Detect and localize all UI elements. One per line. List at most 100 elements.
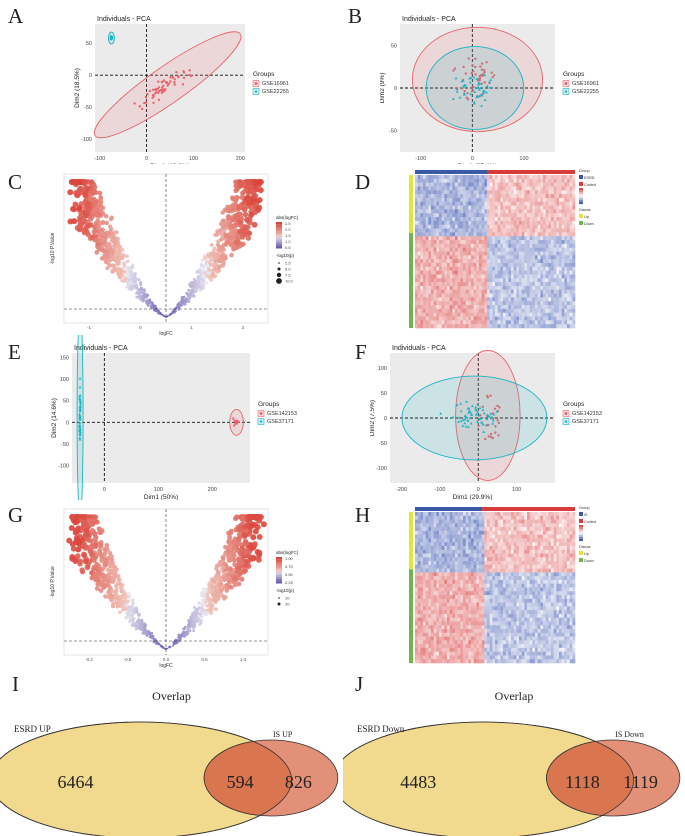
heatmap-cell xyxy=(465,308,469,313)
heatmap-cell xyxy=(452,320,456,325)
heatmap-cell xyxy=(551,308,554,313)
heatmap-cell xyxy=(447,320,450,325)
heatmap-cell xyxy=(447,324,450,329)
heatmap-cell xyxy=(417,308,421,313)
heatmap-cell xyxy=(497,301,501,306)
heatmap-cell xyxy=(553,186,557,191)
heatmap-cell xyxy=(457,182,461,187)
gene-point xyxy=(221,573,226,578)
data-point-gse37171 xyxy=(78,407,82,410)
heatmap-cell xyxy=(540,247,544,252)
gene-point xyxy=(98,208,104,214)
heatmap-cell xyxy=(556,308,560,313)
heatmap-cell xyxy=(511,175,514,180)
heatmap-cell xyxy=(455,255,458,260)
heatmap-cell xyxy=(537,190,541,195)
heatmap-cell xyxy=(540,278,544,283)
heatmap-cell xyxy=(500,236,504,241)
heatmap-cell xyxy=(500,289,504,294)
heatmap-cell xyxy=(420,251,424,256)
heatmap-cell xyxy=(559,197,562,203)
heatmap-cell xyxy=(420,255,424,260)
data-point-gse16961 xyxy=(157,86,161,89)
heatmap-cell xyxy=(527,301,530,306)
heatmap-cell xyxy=(500,243,504,248)
heatmap-cell xyxy=(479,266,482,271)
heatmap-cell xyxy=(535,259,538,264)
gene-point xyxy=(115,236,120,241)
heatmap-cell xyxy=(436,255,440,260)
heatmap-cell xyxy=(564,247,568,252)
heatmap-cell xyxy=(420,305,424,310)
heatmap-cell xyxy=(425,255,429,260)
heatmap-cell xyxy=(556,297,560,302)
heatmap-cell xyxy=(460,217,464,222)
heatmap-cell xyxy=(415,243,418,248)
heatmap-cell xyxy=(476,247,480,252)
heatmap-cell xyxy=(537,274,541,279)
heatmap-cell xyxy=(423,308,426,313)
heatmap-cell xyxy=(569,240,573,245)
heatmap-cell xyxy=(524,324,528,329)
gene-point xyxy=(143,295,147,299)
heatmap-cell xyxy=(540,220,544,226)
colorbar-segment xyxy=(579,202,583,205)
gene-point xyxy=(99,236,105,242)
data-point-gse16961 xyxy=(480,82,484,85)
heatmap-cell xyxy=(431,259,434,264)
gene-point xyxy=(80,514,87,520)
heatmap-cell xyxy=(559,289,562,294)
heatmap-cell xyxy=(425,178,429,183)
heatmap-cell xyxy=(425,320,429,325)
heatmap-cell xyxy=(567,217,570,222)
heatmap-cell xyxy=(417,289,421,294)
heatmap-cell xyxy=(543,259,546,264)
gene-point xyxy=(119,256,124,261)
heatmap-cell xyxy=(564,259,568,264)
gene-point xyxy=(242,188,248,194)
heatmap-cell xyxy=(561,274,565,279)
gene-point xyxy=(214,581,219,586)
heatmap-cell xyxy=(468,259,472,264)
y-tick-label: -100 xyxy=(81,137,92,143)
heatmap-cell xyxy=(513,251,517,256)
heatmap-cell xyxy=(572,297,576,302)
heatmap-cell xyxy=(463,305,466,310)
heatmap-cell xyxy=(428,197,432,203)
heatmap-cell xyxy=(447,289,450,294)
gene-point xyxy=(183,635,187,638)
size-legend-label: 7.5 xyxy=(285,273,291,278)
heatmap-cell xyxy=(417,240,421,245)
heatmap-cell xyxy=(561,232,565,237)
gene-point xyxy=(148,301,151,305)
heatmap-cell xyxy=(556,201,560,206)
data-point-gse16961 xyxy=(164,80,167,84)
gene-point xyxy=(229,230,235,236)
heatmap-cell xyxy=(468,278,472,283)
heatmap-cell xyxy=(521,197,525,203)
heatmap-cell xyxy=(433,247,437,252)
gene-point xyxy=(130,623,134,627)
heatmap-cell xyxy=(481,220,485,226)
heatmap-cell xyxy=(500,190,504,195)
heatmap-cell xyxy=(420,232,424,237)
heatmap-cell xyxy=(487,305,490,310)
heatmap-cell xyxy=(449,308,453,313)
data-point-gse37171 xyxy=(478,406,482,409)
heatmap-cell xyxy=(441,205,445,210)
heatmap-cell xyxy=(460,220,464,226)
heatmap-cell xyxy=(481,232,485,237)
heatmap-cell xyxy=(417,197,421,203)
heatmap-cell xyxy=(468,312,472,317)
heatmap-cell xyxy=(561,251,565,256)
data-point-gse16961 xyxy=(491,76,494,79)
heatmap-cell xyxy=(479,308,482,313)
heatmap-cell xyxy=(561,190,565,195)
heatmap-cell xyxy=(540,240,544,245)
heatmap-cell xyxy=(433,251,437,256)
legend-label: GSE22255 xyxy=(262,89,289,95)
heatmap-cell xyxy=(441,312,445,317)
heatmap-cell xyxy=(492,190,496,195)
heatmap-cell xyxy=(415,232,418,237)
heatmap-cell xyxy=(473,301,477,306)
